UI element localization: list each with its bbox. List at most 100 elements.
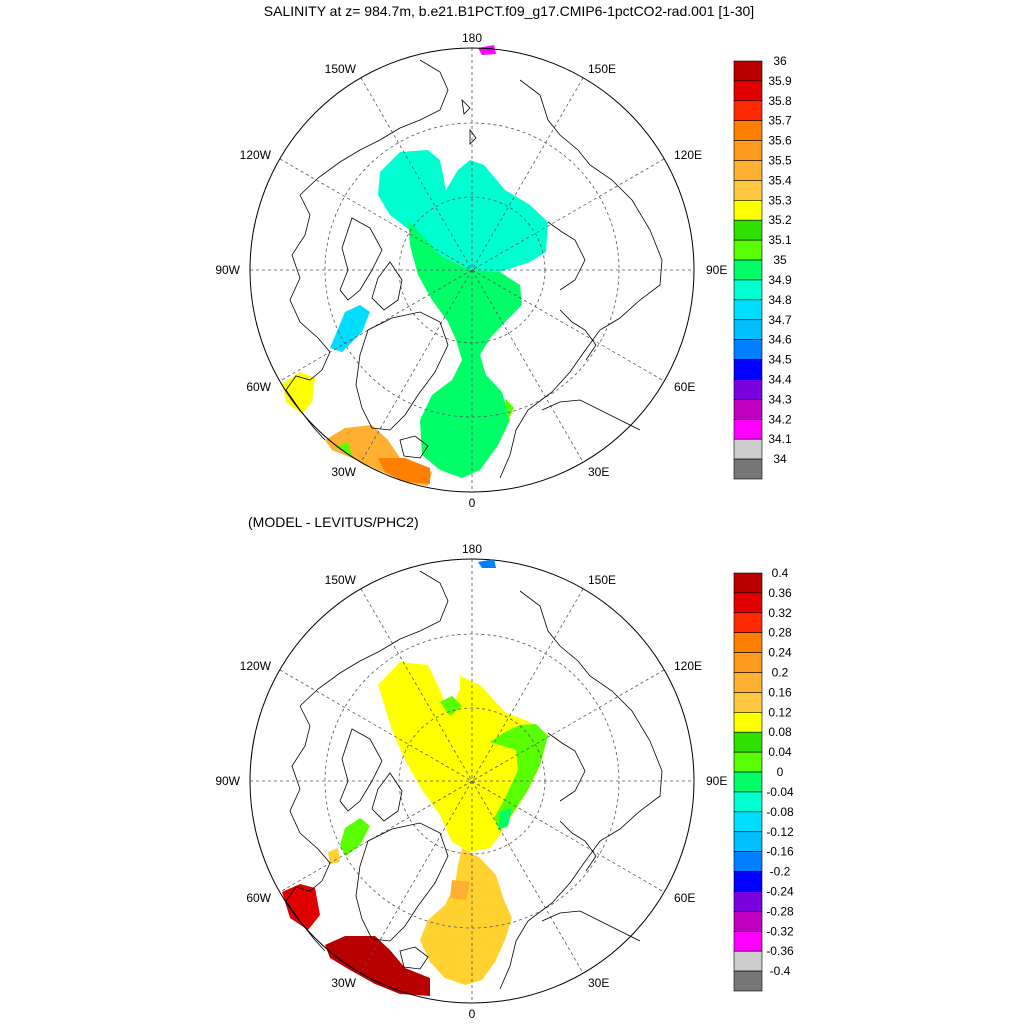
colorbar-box [733,950,763,972]
lon-label-30w: 30W [331,465,356,479]
lon-label-180: 180 [462,542,482,556]
lon-label-150e: 150E [588,62,616,76]
colorbar-box [733,60,763,82]
colorbar-box [733,831,763,852]
colorbar-label: 0.04 [768,745,792,759]
colorbar-label: 35.1 [768,233,792,247]
lon-label-120w: 120W [240,148,272,162]
colorbar-box [733,970,763,992]
colorbar-box [733,612,763,634]
colorbar-box [733,930,763,952]
colorbar-box [733,418,763,440]
colorbar-box [733,692,763,713]
nansen-green-diff-fill [498,808,512,830]
colorbar-box [733,379,763,400]
lon-label-180: 180 [462,31,482,45]
longitude-labels: 180 150E 120E 90E 60E 30E 0 30W 60W 90W … [215,31,727,510]
colorbar-label: 35.6 [768,134,792,148]
baffin-diff-fill [340,818,370,856]
north-atlantic-warm-fill [378,458,430,484]
lon-label-90w: 90W [215,263,240,277]
colorbar-label: 35.4 [768,173,792,187]
colorbar-label: 35.9 [768,74,792,88]
colorbar-box [733,339,763,360]
arctic-basin-fill [378,150,548,272]
colorbar-label: -0.28 [766,904,794,918]
colorbar-box [733,811,763,833]
colorbar-box [733,791,763,813]
panel-2-title: (MODEL - LEVITUS/PHC2) [248,514,419,530]
colorbar-label: 35.2 [768,213,792,227]
panel-2: (MODEL - LEVITUS/PHC2) [215,514,794,1021]
colorbar-label: 34.6 [768,333,792,347]
eurasian-edge-diff-fill [490,724,548,830]
lon-label-150e: 150E [588,573,616,587]
colorbar-label: 35.7 [768,114,792,128]
colorbar-box [733,712,763,733]
colorbar-label: -0.32 [766,924,794,938]
panel-2-colorbar: 0.4 0.36 0.32 0.28 0.24 0.2 0.16 0.12 0.08 0.04 0 -… [733,566,794,992]
colorbar-label: 34.4 [768,372,792,386]
colorbar-label: 0.24 [768,646,792,660]
colorbar-label: -0.24 [766,884,794,898]
lon-label-120e: 120E [674,659,702,673]
colorbar-box [733,120,763,141]
labrador-sea-fill [282,372,315,414]
colorbar-box [733,911,763,932]
colorbar-box [733,259,763,281]
lon-label-0: 0 [469,496,476,510]
colorbar-box [733,891,763,912]
colorbar-box [733,200,763,221]
colorbar-label: 34 [773,452,787,466]
panel-1: SALINITY at z= 984.7m, b.e21.B1PCT.f09_g… [215,3,792,510]
colorbar-box [733,359,763,380]
colorbar-box [733,319,763,340]
baffin-yellow-diff-fill [328,848,340,864]
colorbar-label: 34.9 [768,273,792,287]
bering-fill [478,45,496,55]
colorbar-box [733,399,763,420]
lon-label-0: 0 [469,1007,476,1021]
lon-label-60e: 60E [674,380,695,394]
colorbar-label: 34.3 [768,392,792,406]
baffin-bay-fill [330,305,370,352]
colorbar-label: 0.08 [768,725,792,739]
colorbar-box [733,771,763,793]
colorbar-box [733,80,763,102]
colorbar-box [733,458,763,480]
colorbar-label: -0.2 [770,865,791,879]
nordic-seas-orange-diff-fill [450,880,470,900]
colorbar-label: -0.04 [766,785,794,799]
panel-1-colorbar: 36 35.9 35.8 35.7 35.6 35.5 35.4 35.3 35.2 35.1 35… [733,54,792,480]
colorbar-label: 35.3 [768,193,792,207]
lon-label-60w: 60W [246,380,271,394]
colorbar-label: -0.36 [766,944,794,958]
colorbar-label: -0.16 [766,845,794,859]
lon-label-60w: 60W [246,891,271,905]
longitude-labels-2: 180 150E 120E 90E 60E 30E 0 30W 60W 90W … [215,542,727,1021]
graticule [250,48,694,492]
colorbar-box [733,751,763,773]
panel-2-map: 180 150E 120E 90E 60E 30E 0 30W 60W 90W … [215,542,727,1021]
lon-label-60e: 60E [674,891,695,905]
colorbar-box [733,871,763,892]
colorbar-label: 0.4 [772,566,789,580]
bering-diff-fill [478,559,496,568]
colorbar-label: 35.8 [768,94,792,108]
colorbar-box [733,180,763,201]
canada-basin-green-diff-fill [440,696,462,716]
nordic-seas-diff-fill [420,848,512,985]
colorbar-label: 0.36 [768,586,792,600]
colorbar-box [733,652,763,673]
colorbar-label: 0.28 [768,626,792,640]
colorbar-box [733,851,763,872]
colorbar-label: 34.1 [768,432,792,446]
map-boundary [249,47,695,493]
colorbar-label: 34.5 [768,353,792,367]
colorbar-label: 0.16 [768,685,792,699]
colorbar-label: 34.7 [768,313,792,327]
north-atlantic-diff-fill [325,936,430,996]
lon-label-30e: 30E [588,976,609,990]
colorbar-label: 34.2 [768,412,792,426]
